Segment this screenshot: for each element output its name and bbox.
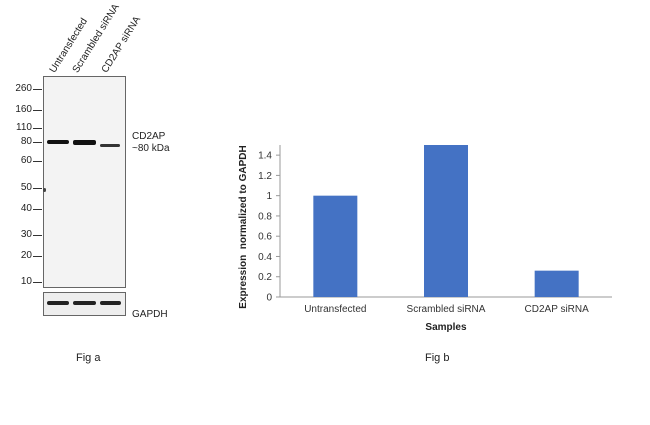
marker-label: 10 [20,276,32,287]
y-tick-label: 1.4 [258,151,272,162]
y-tick-label: 0.6 [258,232,272,243]
marker-tick [33,188,42,189]
fig-b-caption: Fig b [425,352,450,364]
marker-20: 20 [0,250,50,262]
y-axis-title: Expression normalized to GAPDH [238,145,249,308]
marker-label: 60 [20,155,32,166]
marker-50: 50 [0,182,50,194]
x-tick-label: Untransfected [304,304,366,315]
y-tick-label: 1.2 [258,171,272,182]
marker-tick [33,256,42,257]
marker-tick [33,89,42,90]
y-tick-label: 0.8 [258,211,272,222]
marker-tick [33,110,42,111]
marker-label: 260 [15,83,32,94]
x-tick-label: Scrambled siRNA [407,304,486,315]
fig-a-caption: Fig a [76,352,101,364]
y-tick-label: 1 [266,191,272,202]
marker-tick [33,282,42,283]
marker-tick [33,235,42,236]
band-gapdh-knockdown [100,301,121,305]
band-gapdh-scrambled [73,301,96,305]
marker-dot [43,188,46,192]
marker-tick [33,209,42,210]
band-cd2ap-knockdown [100,144,120,147]
target-name: CD2AP [132,131,166,142]
marker-tick [33,161,42,162]
marker-label: 30 [20,229,32,240]
blot-panel-gapdh [43,292,126,316]
y-tick-label: 0.4 [258,252,272,263]
x-tick-label: CD2AP siRNA [525,304,590,315]
marker-110: 110 [0,122,50,134]
marker-80: 80 [0,136,50,148]
marker-tick [33,128,42,129]
marker-label: 50 [20,182,32,193]
band-cd2ap-untransfected [47,140,69,144]
band-cd2ap-scrambled [73,140,96,145]
marker-label: 20 [20,250,32,261]
marker-label: 110 [16,122,32,133]
target-size: ~80 kDa [132,143,170,154]
marker-40: 40 [0,203,50,215]
marker-label: 40 [20,203,32,214]
y-tick-label: 0 [266,293,272,304]
bar-3 [534,270,579,297]
blot-panel-cd2ap [43,76,126,288]
marker-label: 80 [20,136,32,147]
band-gapdh-untransfected [47,301,69,305]
y-tick-label: 0.2 [258,272,272,283]
marker-60: 60 [0,155,50,167]
marker-160: 160 [0,104,50,116]
bar-1 [313,195,358,297]
marker-tick [33,142,42,143]
marker-10: 10 [0,276,50,288]
target-protein-label: CD2AP ~80 kDa [132,131,170,155]
bar-2 [424,145,468,297]
marker-label: 160 [15,104,32,115]
marker-30: 30 [0,229,50,241]
marker-260: 260 [0,83,50,95]
x-axis-title: Samples [425,322,467,333]
loading-control-label: GAPDH [132,309,168,320]
